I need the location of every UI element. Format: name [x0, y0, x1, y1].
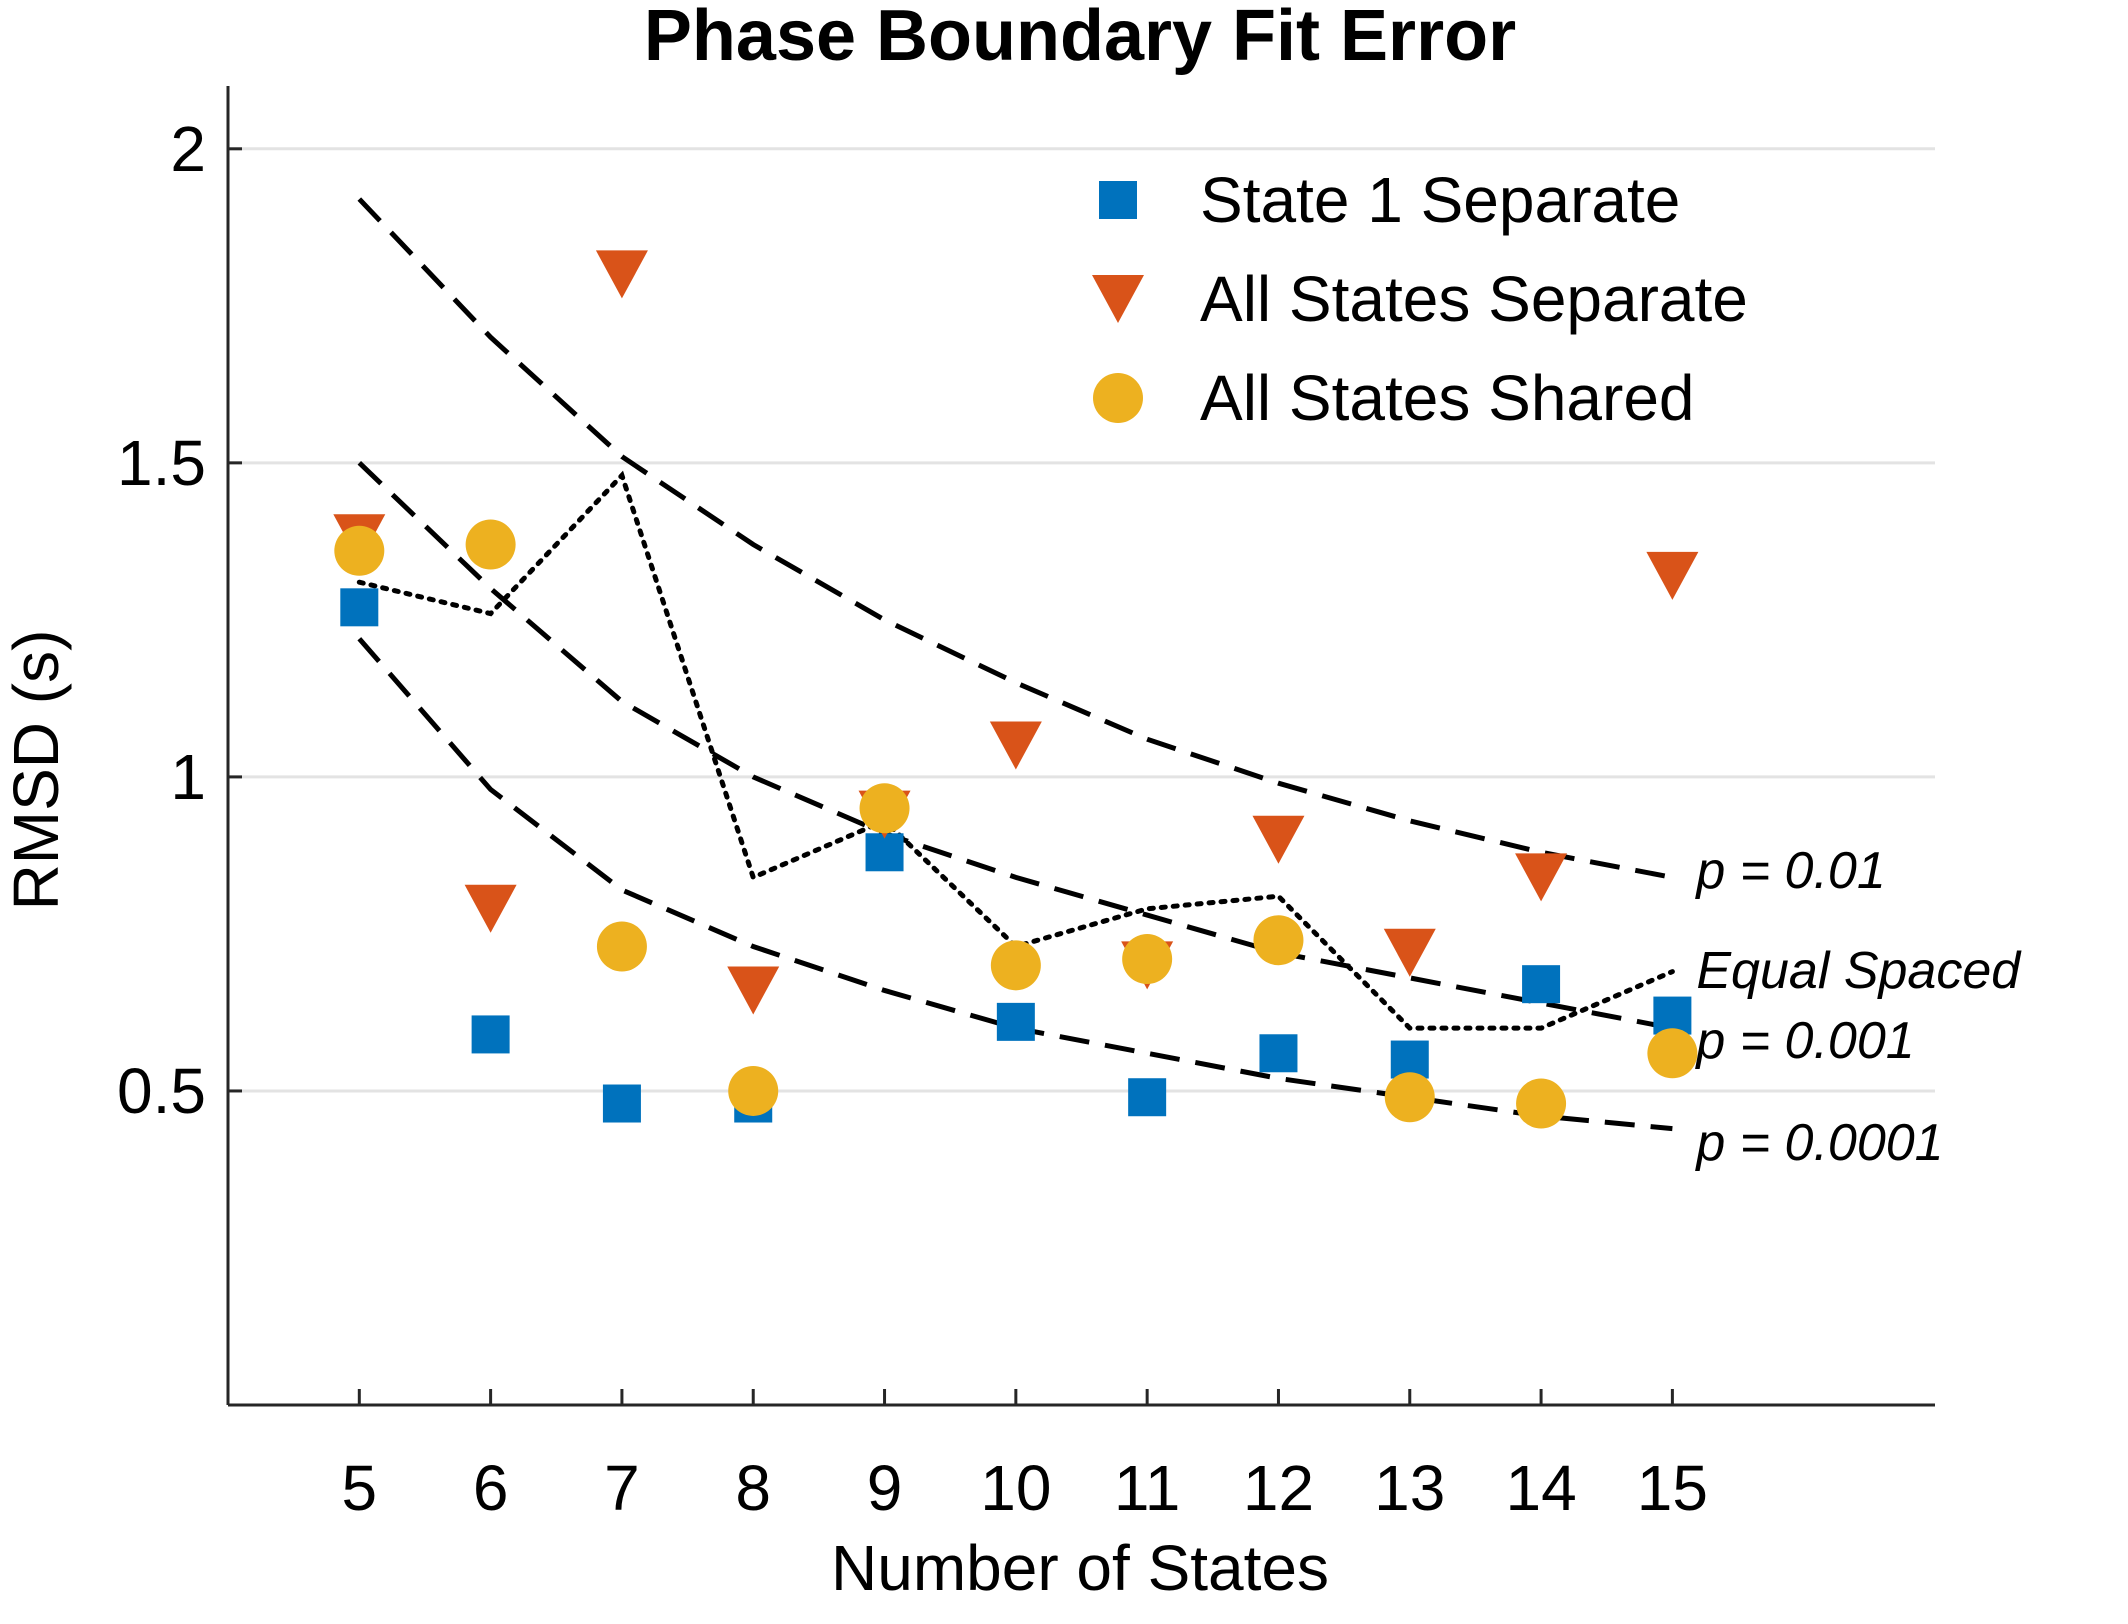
square-marker	[1259, 1034, 1298, 1073]
y-tick-label: 2	[170, 113, 206, 185]
circle-marker	[1647, 1028, 1698, 1079]
x-tick-label: 12	[1243, 1452, 1314, 1524]
data-markers	[333, 250, 1699, 1129]
x-tick-label: 9	[867, 1452, 903, 1524]
square-marker	[340, 588, 379, 627]
square-marker	[865, 833, 904, 872]
reference-line-annotation: p = 0.01	[1694, 842, 1885, 900]
legend-square-icon	[1099, 181, 1137, 219]
square-marker	[602, 1084, 641, 1123]
x-tick-label: 7	[604, 1452, 640, 1524]
square-marker	[1522, 965, 1561, 1004]
annotations: p = 0.01 p = 0.001 p = 0.0001 Equal Spaced	[1694, 842, 2022, 1172]
circle-marker	[1253, 915, 1304, 966]
circle-marker	[859, 783, 910, 834]
circle-marker	[728, 1065, 779, 1116]
circle-marker	[1384, 1072, 1435, 1123]
square-marker	[471, 1015, 510, 1054]
x-axis-label: Number of States	[831, 1532, 1329, 1604]
circle-marker	[990, 940, 1041, 991]
legend-triangle-icon	[1092, 275, 1144, 323]
legend: State 1 Separate All States Separate All S…	[1092, 164, 1748, 434]
axes: 0.5 1 1.5 2 5 6 7 8 9 10 11 12 13 14 15	[117, 86, 1935, 1524]
triangle-marker	[1515, 853, 1568, 902]
square-marker	[996, 1002, 1035, 1041]
x-tick-label: 5	[342, 1452, 378, 1524]
reference-line-annotation: p = 0.001	[1694, 1012, 1914, 1070]
x-tick-label: 11	[1114, 1452, 1180, 1524]
triangle-marker	[1252, 815, 1305, 864]
x-tick-label: 6	[473, 1452, 509, 1524]
x-tick-label: 15	[1637, 1452, 1708, 1524]
x-tick-label: 10	[980, 1452, 1051, 1524]
circle-marker	[1122, 934, 1173, 985]
reference-line-annotation: Equal Spaced	[1696, 942, 2022, 1000]
y-axis-label: RMSD (s)	[0, 630, 72, 911]
circle-marker	[334, 525, 385, 576]
x-tick-label: 14	[1505, 1452, 1576, 1524]
circle-marker	[1516, 1078, 1567, 1129]
grid-lines	[228, 147, 1935, 1093]
triangle-marker	[1646, 551, 1699, 600]
significance-threshold-line	[357, 461, 1673, 1031]
circle-marker	[596, 921, 647, 972]
y-tick-label: 0.5	[117, 1055, 206, 1127]
significance-threshold-line	[357, 637, 1673, 1132]
y-tick-label: 1.5	[117, 427, 206, 499]
legend-label: All States Separate	[1200, 263, 1748, 335]
square-marker	[1390, 1040, 1429, 1079]
legend-label: All States Shared	[1200, 362, 1695, 434]
x-tick-label: 13	[1374, 1452, 1445, 1524]
circle-marker	[465, 519, 516, 570]
triangle-marker	[464, 884, 517, 933]
x-tick-label: 8	[735, 1452, 771, 1524]
triangle-marker	[595, 250, 648, 299]
legend-label: State 1 Separate	[1200, 164, 1680, 236]
legend-circle-icon	[1093, 373, 1143, 423]
square-marker	[1128, 1078, 1167, 1117]
triangle-marker	[727, 966, 780, 1015]
triangle-marker	[989, 721, 1042, 770]
y-tick-label: 1	[170, 741, 206, 813]
triangle-marker	[1383, 928, 1436, 977]
chart-title: Phase Boundary Fit Error	[644, 0, 1516, 76]
square-marker	[1653, 996, 1692, 1035]
reference-line-annotation: p = 0.0001	[1694, 1114, 1943, 1172]
